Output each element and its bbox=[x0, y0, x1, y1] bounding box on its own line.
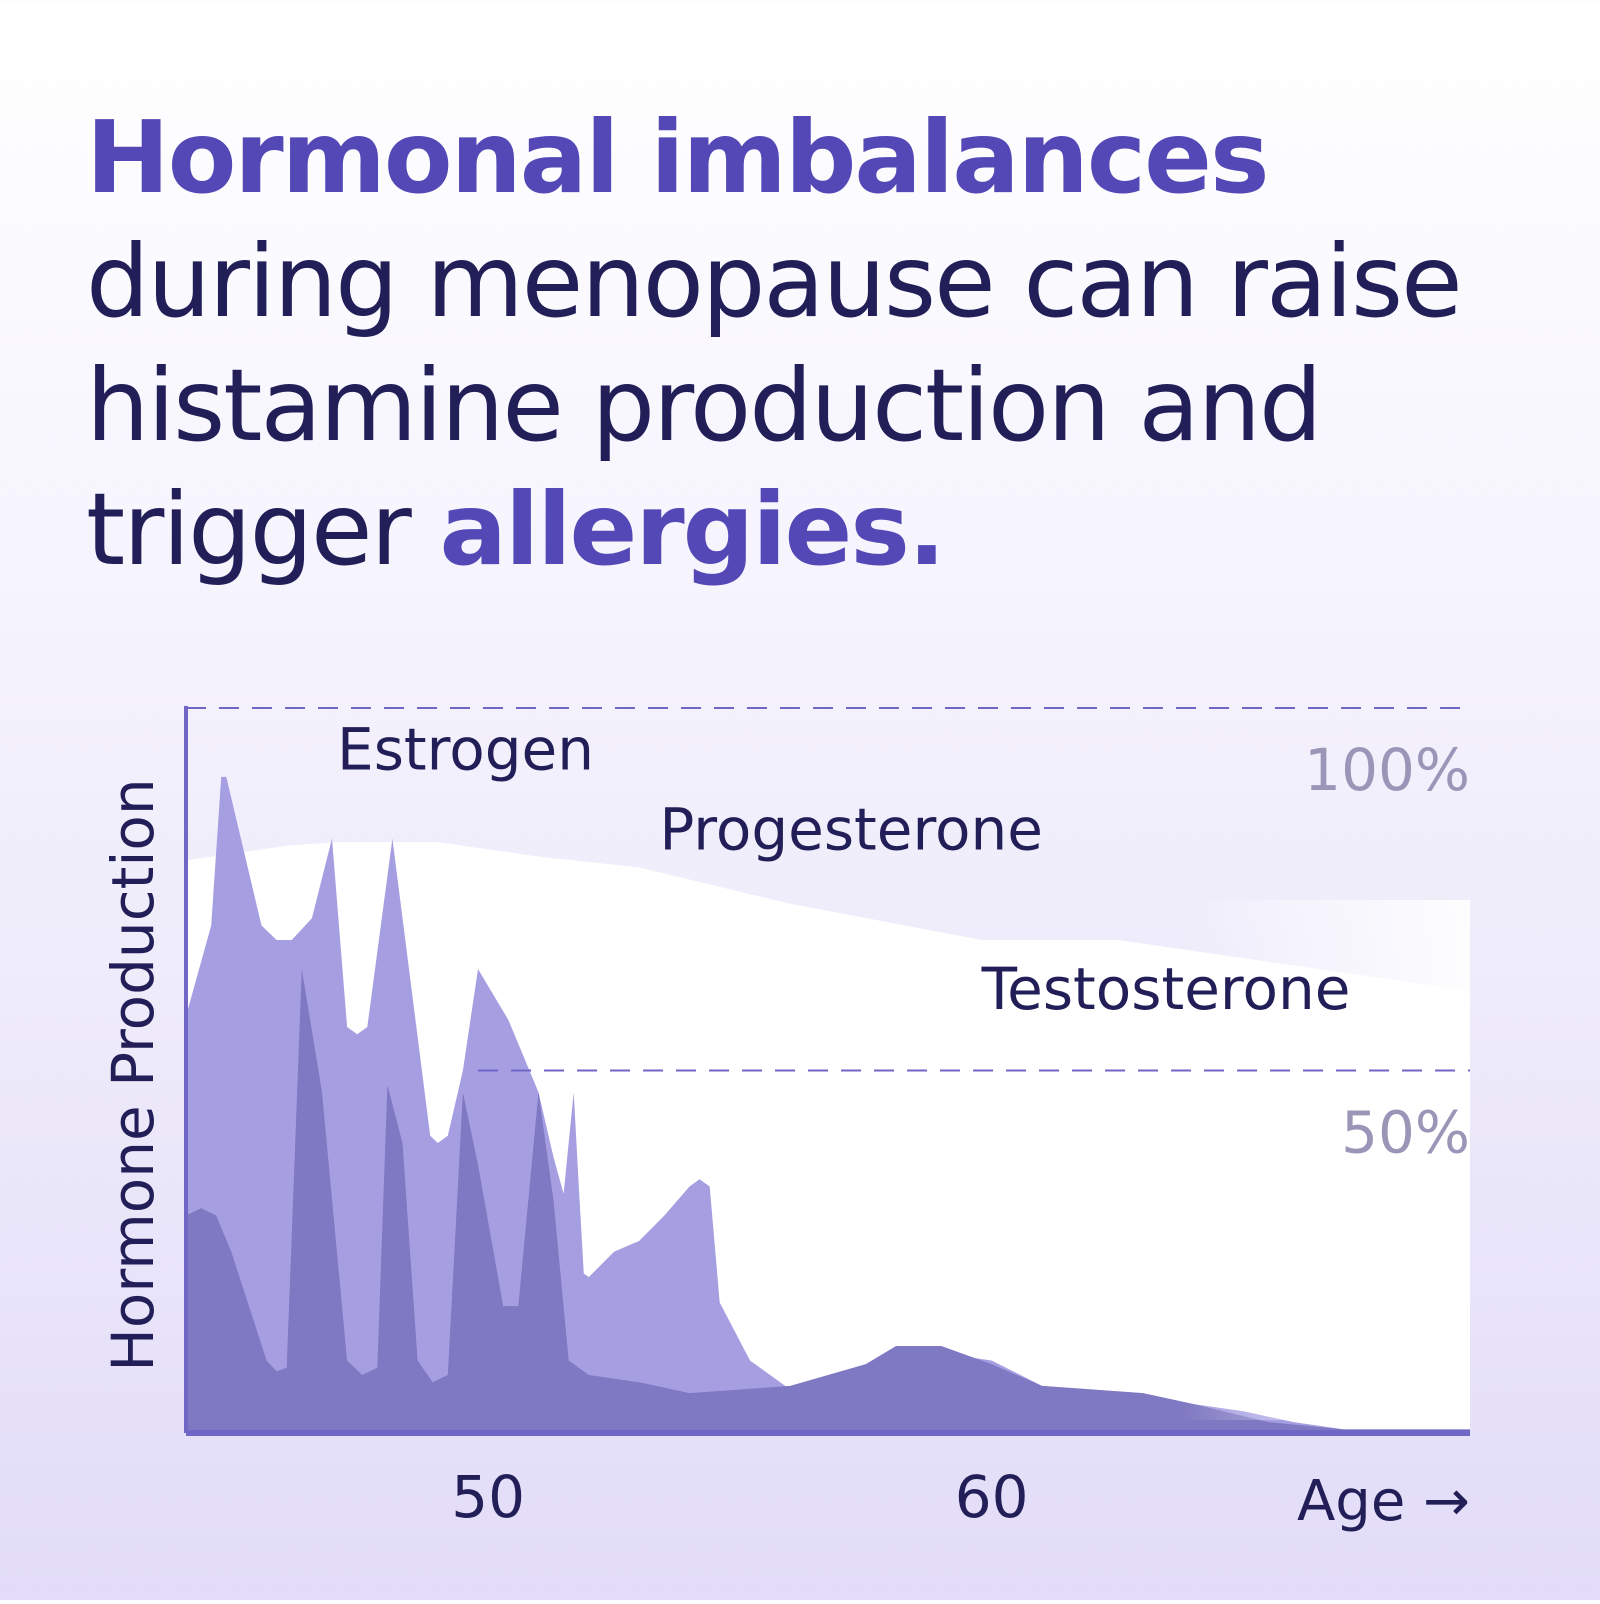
headline-accent: Hormonal imbalances bbox=[86, 99, 1269, 216]
right-fade-overlay bbox=[1180, 900, 1470, 1420]
estrogen-area bbox=[186, 776, 1470, 1433]
reference-label-100: 100% bbox=[1304, 736, 1470, 804]
headline-line-4: trigger bbox=[86, 471, 440, 588]
x-axis-label: Age → bbox=[1297, 1469, 1470, 1534]
reference-layer: 100% 50% bbox=[186, 707, 1470, 1167]
progesterone-label: Progesterone bbox=[659, 795, 1043, 863]
x-tick-label-50: 50 bbox=[451, 1463, 525, 1531]
y-axis-label: Hormone Production bbox=[99, 778, 167, 1371]
area-layer bbox=[186, 776, 1470, 1433]
headline-allergies: allergies. bbox=[439, 471, 945, 588]
x-tick-label-60: 60 bbox=[955, 1463, 1029, 1531]
testosterone-label: Testosterone bbox=[981, 955, 1351, 1023]
testosterone-area bbox=[186, 969, 1470, 1433]
headline: Hormonal imbalances during menopause can… bbox=[86, 96, 1566, 592]
reference-label-50: 50% bbox=[1341, 1099, 1470, 1167]
axis-layer: 50 60 Age → Hormone Production bbox=[99, 706, 1470, 1534]
estrogen-label: Estrogen bbox=[337, 716, 594, 784]
headline-line-3: histamine production and bbox=[86, 347, 1323, 464]
label-layer: Progesterone Estrogen Testosterone bbox=[337, 716, 1350, 1023]
headline-line-2: during menopause can raise bbox=[86, 223, 1463, 340]
